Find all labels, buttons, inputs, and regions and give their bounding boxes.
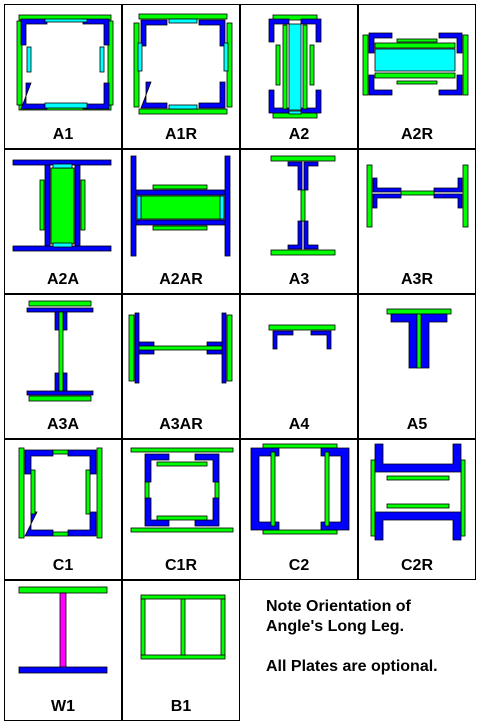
c2-section-icon [250, 443, 350, 535]
a1-section-icon [16, 14, 114, 111]
label-a3a: A3A [46, 416, 79, 433]
a3r-section-icon [366, 164, 469, 228]
c1-section-icon [18, 447, 103, 539]
cell-a5[interactable]: A5 [358, 294, 476, 439]
label-c1r: C1R [164, 557, 197, 574]
cell-a3r[interactable]: A3R [358, 149, 476, 294]
label-b1: B1 [170, 698, 192, 715]
c1r-section-icon [130, 447, 234, 533]
cell-c2[interactable]: C2 [240, 439, 358, 580]
a4-section-icon [268, 324, 336, 350]
label-c2: C2 [288, 557, 310, 574]
label-c1: C1 [52, 557, 74, 574]
a2r-section-icon [362, 32, 469, 96]
cell-a2r[interactable]: A2R [358, 4, 476, 149]
cell-w1[interactable]: W1 [4, 580, 122, 721]
label-a3ar: A3AR [159, 416, 203, 433]
cell-a4[interactable]: A4 [240, 294, 358, 439]
cell-b1[interactable]: B1 [122, 580, 240, 721]
cell-a2a[interactable]: A2A [4, 149, 122, 294]
orientation-note: Note Orientation of Angle's Long Leg. Al… [266, 597, 476, 677]
label-a5: A5 [406, 416, 428, 433]
note-line-1: Note Orientation of [266, 598, 411, 615]
a5-section-icon [386, 308, 452, 369]
cell-a1[interactable]: A1 [4, 4, 122, 149]
cell-a1r[interactable]: A1R [122, 4, 240, 149]
a1r-section-icon [133, 13, 233, 115]
label-c2r: C2R [400, 557, 433, 574]
b1-section-icon [140, 594, 226, 660]
label-w1: W1 [51, 698, 75, 715]
a2a-section-icon [12, 159, 112, 252]
a3ar-section-icon [128, 312, 233, 384]
label-a2: A2 [288, 126, 310, 143]
c2r-section-icon [370, 443, 466, 541]
note-spacer [266, 637, 476, 657]
label-a1r: A1R [164, 126, 197, 143]
cell-a2[interactable]: A2 [240, 4, 358, 149]
cell-c1r[interactable]: C1R [122, 439, 240, 580]
cell-a3ar[interactable]: A3AR [122, 294, 240, 439]
w1-section-icon [18, 586, 108, 674]
a3a-section-icon [26, 300, 94, 402]
cell-a2ar[interactable]: A2AR [122, 149, 240, 294]
label-a2ar: A2AR [159, 271, 203, 288]
a2-section-icon [268, 14, 322, 119]
cell-a3[interactable]: A3 [240, 149, 358, 294]
label-a4: A4 [288, 416, 310, 433]
label-a3: A3 [288, 271, 310, 288]
label-a1: A1 [52, 126, 74, 143]
cell-c1[interactable]: C1 [4, 439, 122, 580]
note-line-2: Angle's Long Leg. [266, 618, 405, 635]
label-a3r: A3R [400, 271, 433, 288]
note-line-3: All Plates are optional. [266, 658, 438, 675]
a2ar-section-icon [130, 155, 231, 257]
cell-a3a[interactable]: A3A [4, 294, 122, 439]
cell-c2r[interactable]: C2R [358, 439, 476, 580]
label-a2r: A2R [400, 126, 433, 143]
a3-section-icon [270, 155, 336, 256]
label-a2a: A2A [46, 271, 79, 288]
